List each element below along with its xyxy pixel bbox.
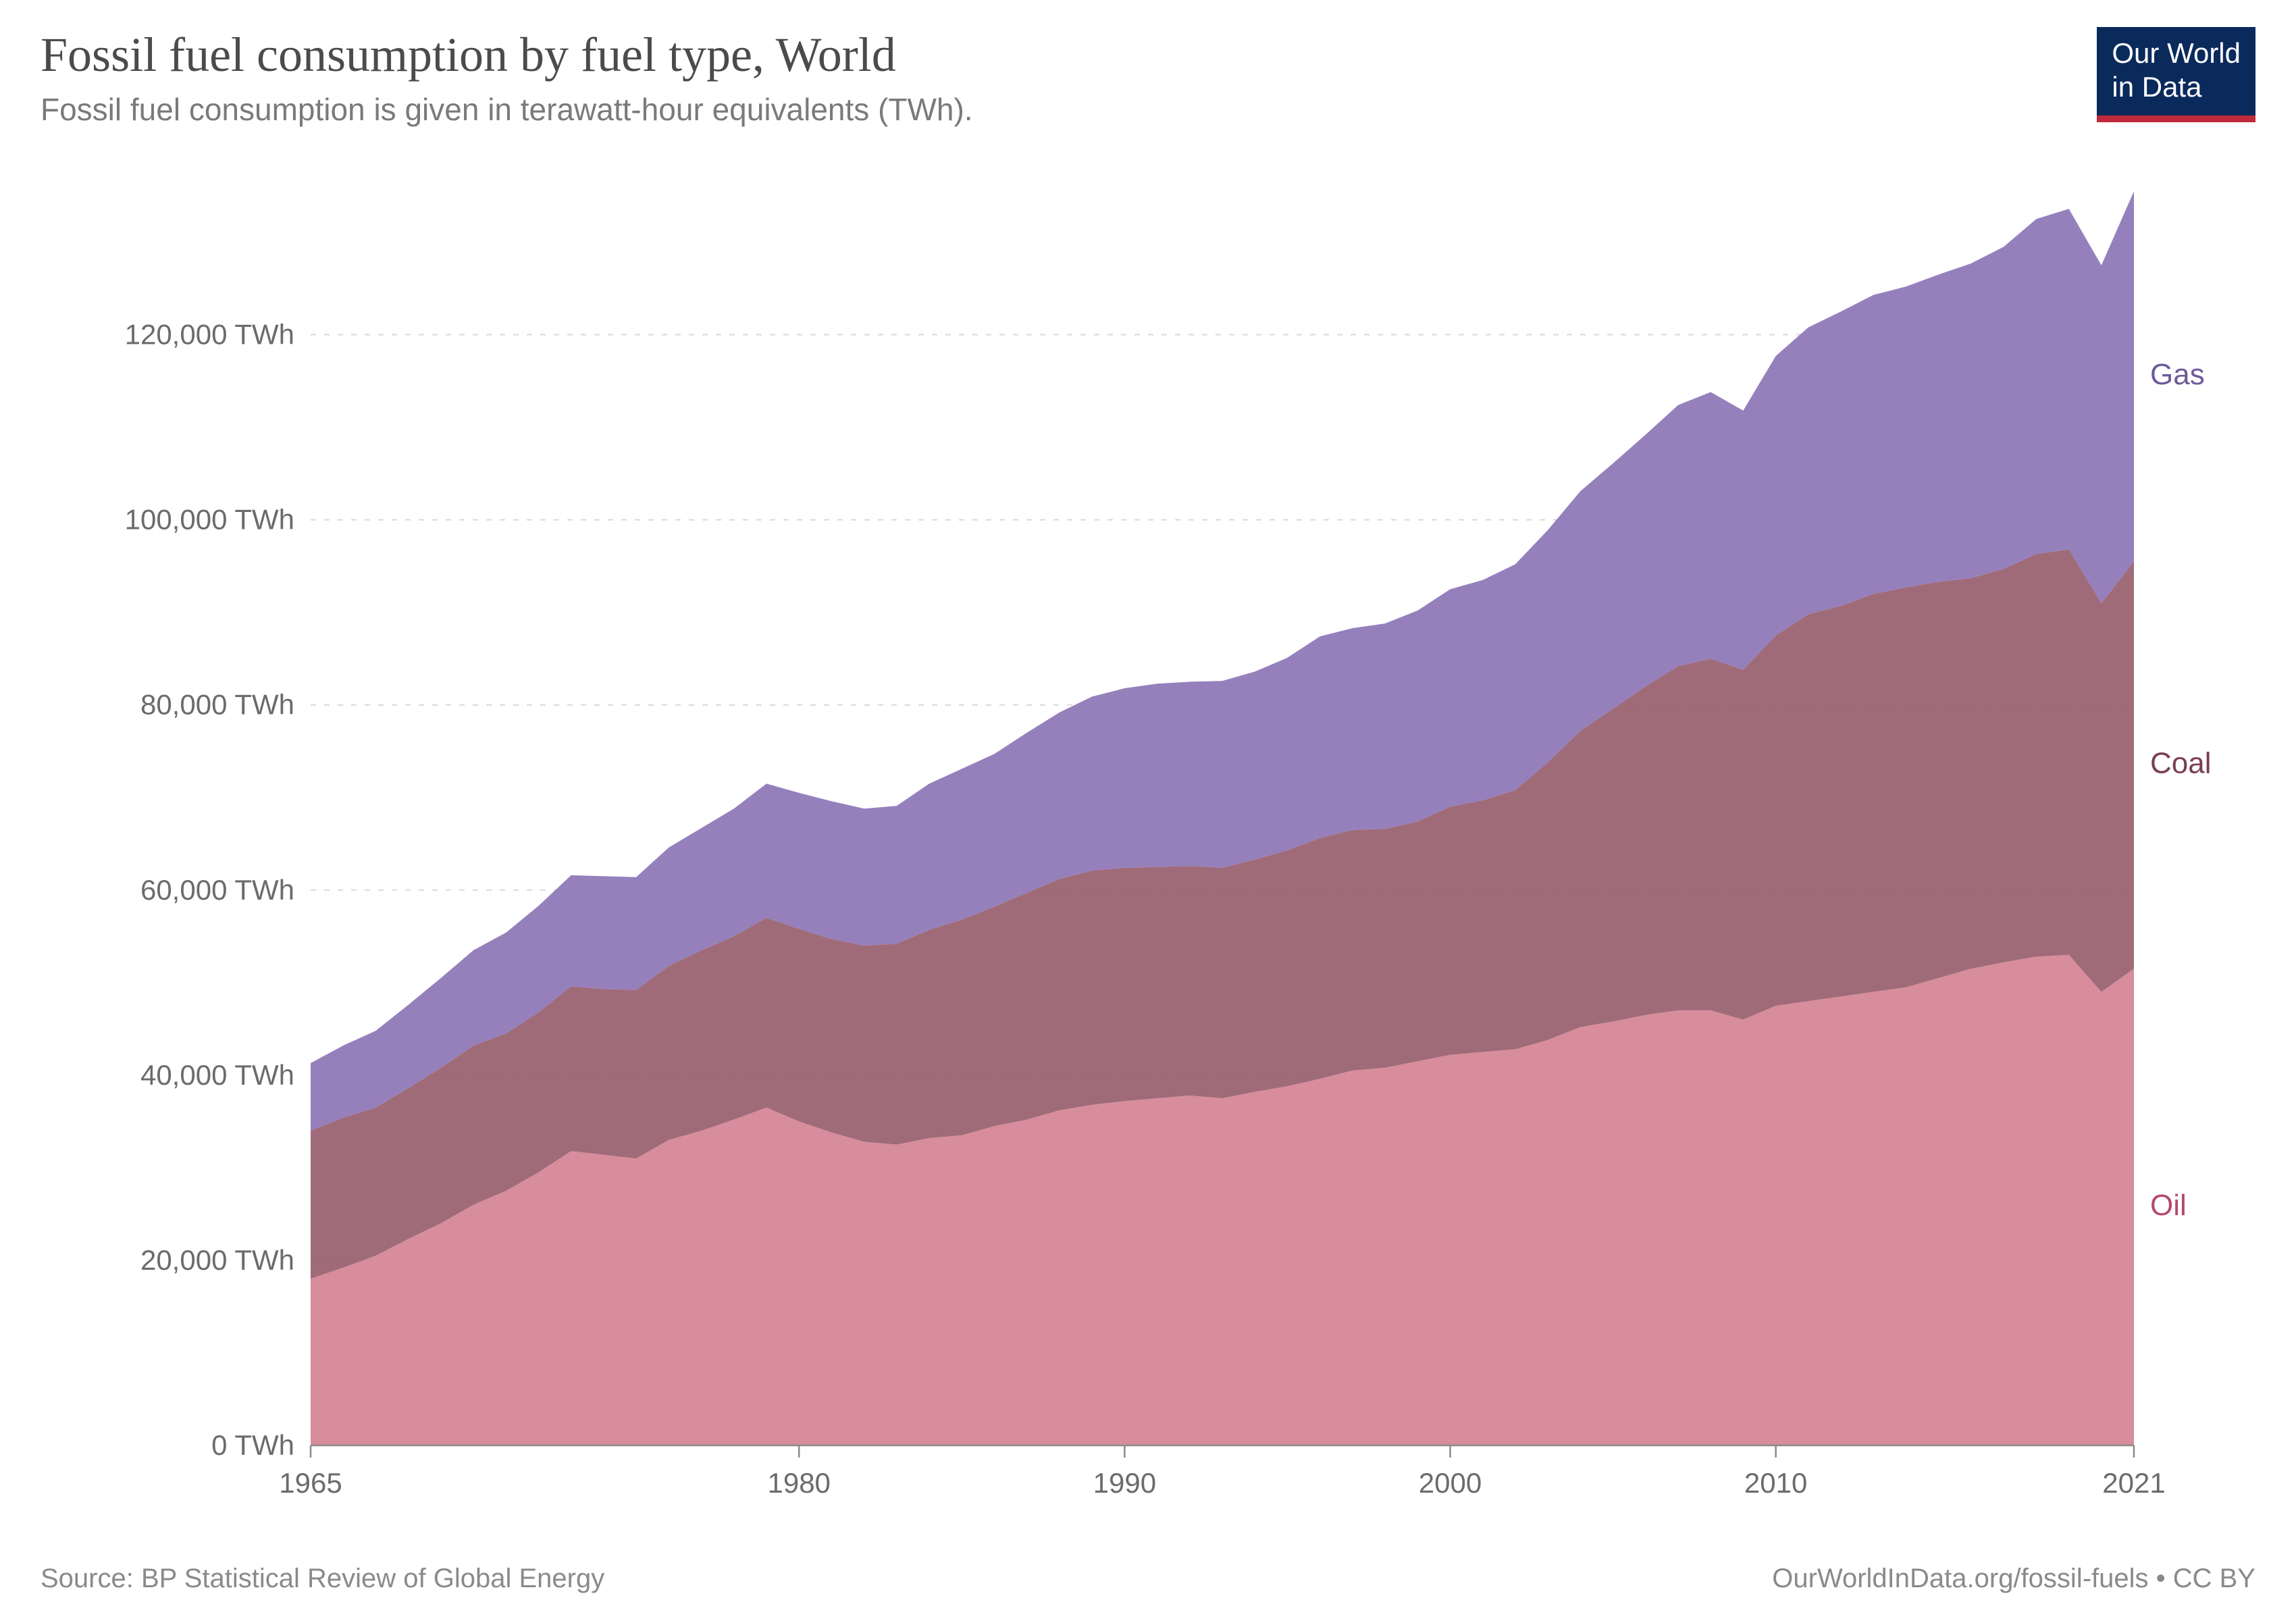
chart-header: Fossil fuel consumption by fuel type, Wo… xyxy=(41,27,2255,128)
y-axis-tick-label: 20,000 TWh xyxy=(140,1244,294,1276)
chart-container: Fossil fuel consumption by fuel type, Wo… xyxy=(0,0,2296,1621)
y-axis-tick-label: 120,000 TWh xyxy=(125,319,294,351)
x-axis-tick-label: 2021 xyxy=(2102,1467,2165,1499)
y-axis-tick-label: 0 TWh xyxy=(211,1429,294,1461)
x-axis-tick-label: 1990 xyxy=(1093,1467,1156,1499)
series-label-coal: Coal xyxy=(2150,746,2212,779)
x-axis-tick-label: 1980 xyxy=(767,1467,830,1499)
x-axis-tick-label: 2010 xyxy=(1744,1467,1807,1499)
logo-line-1: Our World xyxy=(2112,36,2241,70)
x-axis-tick-label: 2000 xyxy=(1419,1467,1482,1499)
y-axis-tick-label: 100,000 TWh xyxy=(125,504,294,536)
x-axis-tick-label: 1965 xyxy=(279,1467,342,1499)
chart-subtitle: Fossil fuel consumption is given in tera… xyxy=(41,91,2255,128)
logo-line-2: in Data xyxy=(2112,70,2241,104)
chart-title: Fossil fuel consumption by fuel type, Wo… xyxy=(41,27,2255,83)
attribution-text: OurWorldInData.org/fossil-fuels • CC BY xyxy=(1772,1564,2255,1594)
source-text: Source: BP Statistical Review of Global … xyxy=(41,1564,604,1594)
y-axis-tick-label: 80,000 TWh xyxy=(140,689,294,721)
owid-logo: Our World in Data xyxy=(2097,27,2255,122)
y-axis-tick-label: 40,000 TWh xyxy=(140,1059,294,1091)
plot-area: 0 TWh 20,000 TWh 40,000 TWh 60,000 TWh 80,00… xyxy=(41,176,2255,1526)
y-axis-tick-label: 60,000 TWh xyxy=(140,874,294,906)
area-chart-svg: 0 TWh 20,000 TWh 40,000 TWh 60,000 TWh 80,00… xyxy=(41,176,2255,1526)
chart-footer: Source: BP Statistical Review of Global … xyxy=(41,1564,2255,1594)
series-label-oil: Oil xyxy=(2150,1189,2187,1222)
series-label-gas: Gas xyxy=(2150,358,2205,391)
